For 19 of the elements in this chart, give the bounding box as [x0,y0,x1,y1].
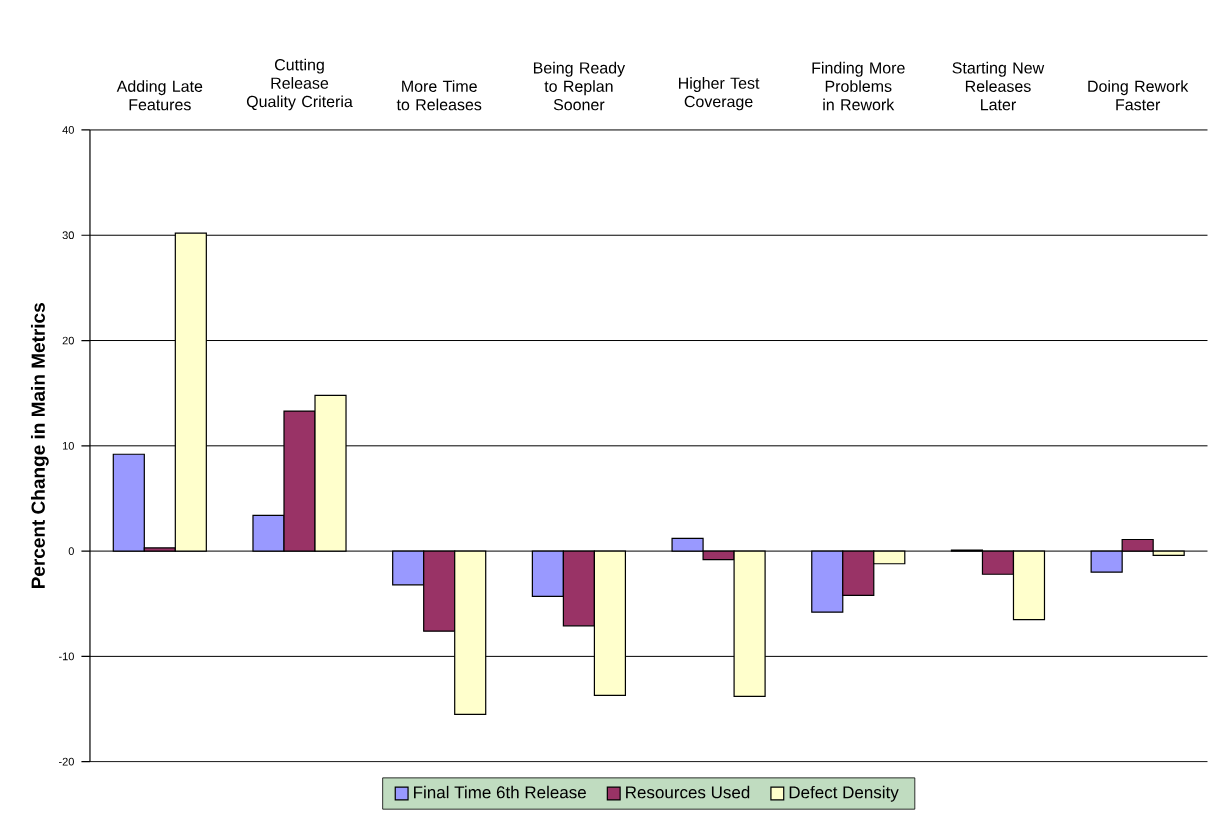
y-axis-title: Percent Change in Main Metrics [30,303,49,589]
y-tick-label: 30 [62,231,74,240]
y-tick-label: 0 [68,547,74,556]
legend-label: Final Time 6th Release [414,786,586,799]
x-tick-label: Starting New Releases Later [952,61,1045,111]
x-tick-label: Finding More Problems in Rework [812,61,905,111]
x-tick-label: Cutting Release Quality Criteria [246,58,353,111]
y-tick-label: 40 [62,126,74,134]
x-tick-label: Doing Rework Faster [1088,80,1189,111]
x-tick-label: Higher Test Coverage [679,77,760,111]
y-tick-label: -20 [58,757,74,766]
x-tick-label: Adding Late Features [116,80,203,111]
y-tick-label: -10 [58,652,74,661]
x-tick-label: Being Ready to Replan Sooner [533,61,626,111]
y-tick-label: 10 [62,442,74,450]
y-tick-label: 20 [62,336,74,345]
x-tick-label: More Time to Releases [396,80,482,111]
legend-label: Defect Density [789,786,899,802]
legend-label: Resources Used [626,786,750,799]
